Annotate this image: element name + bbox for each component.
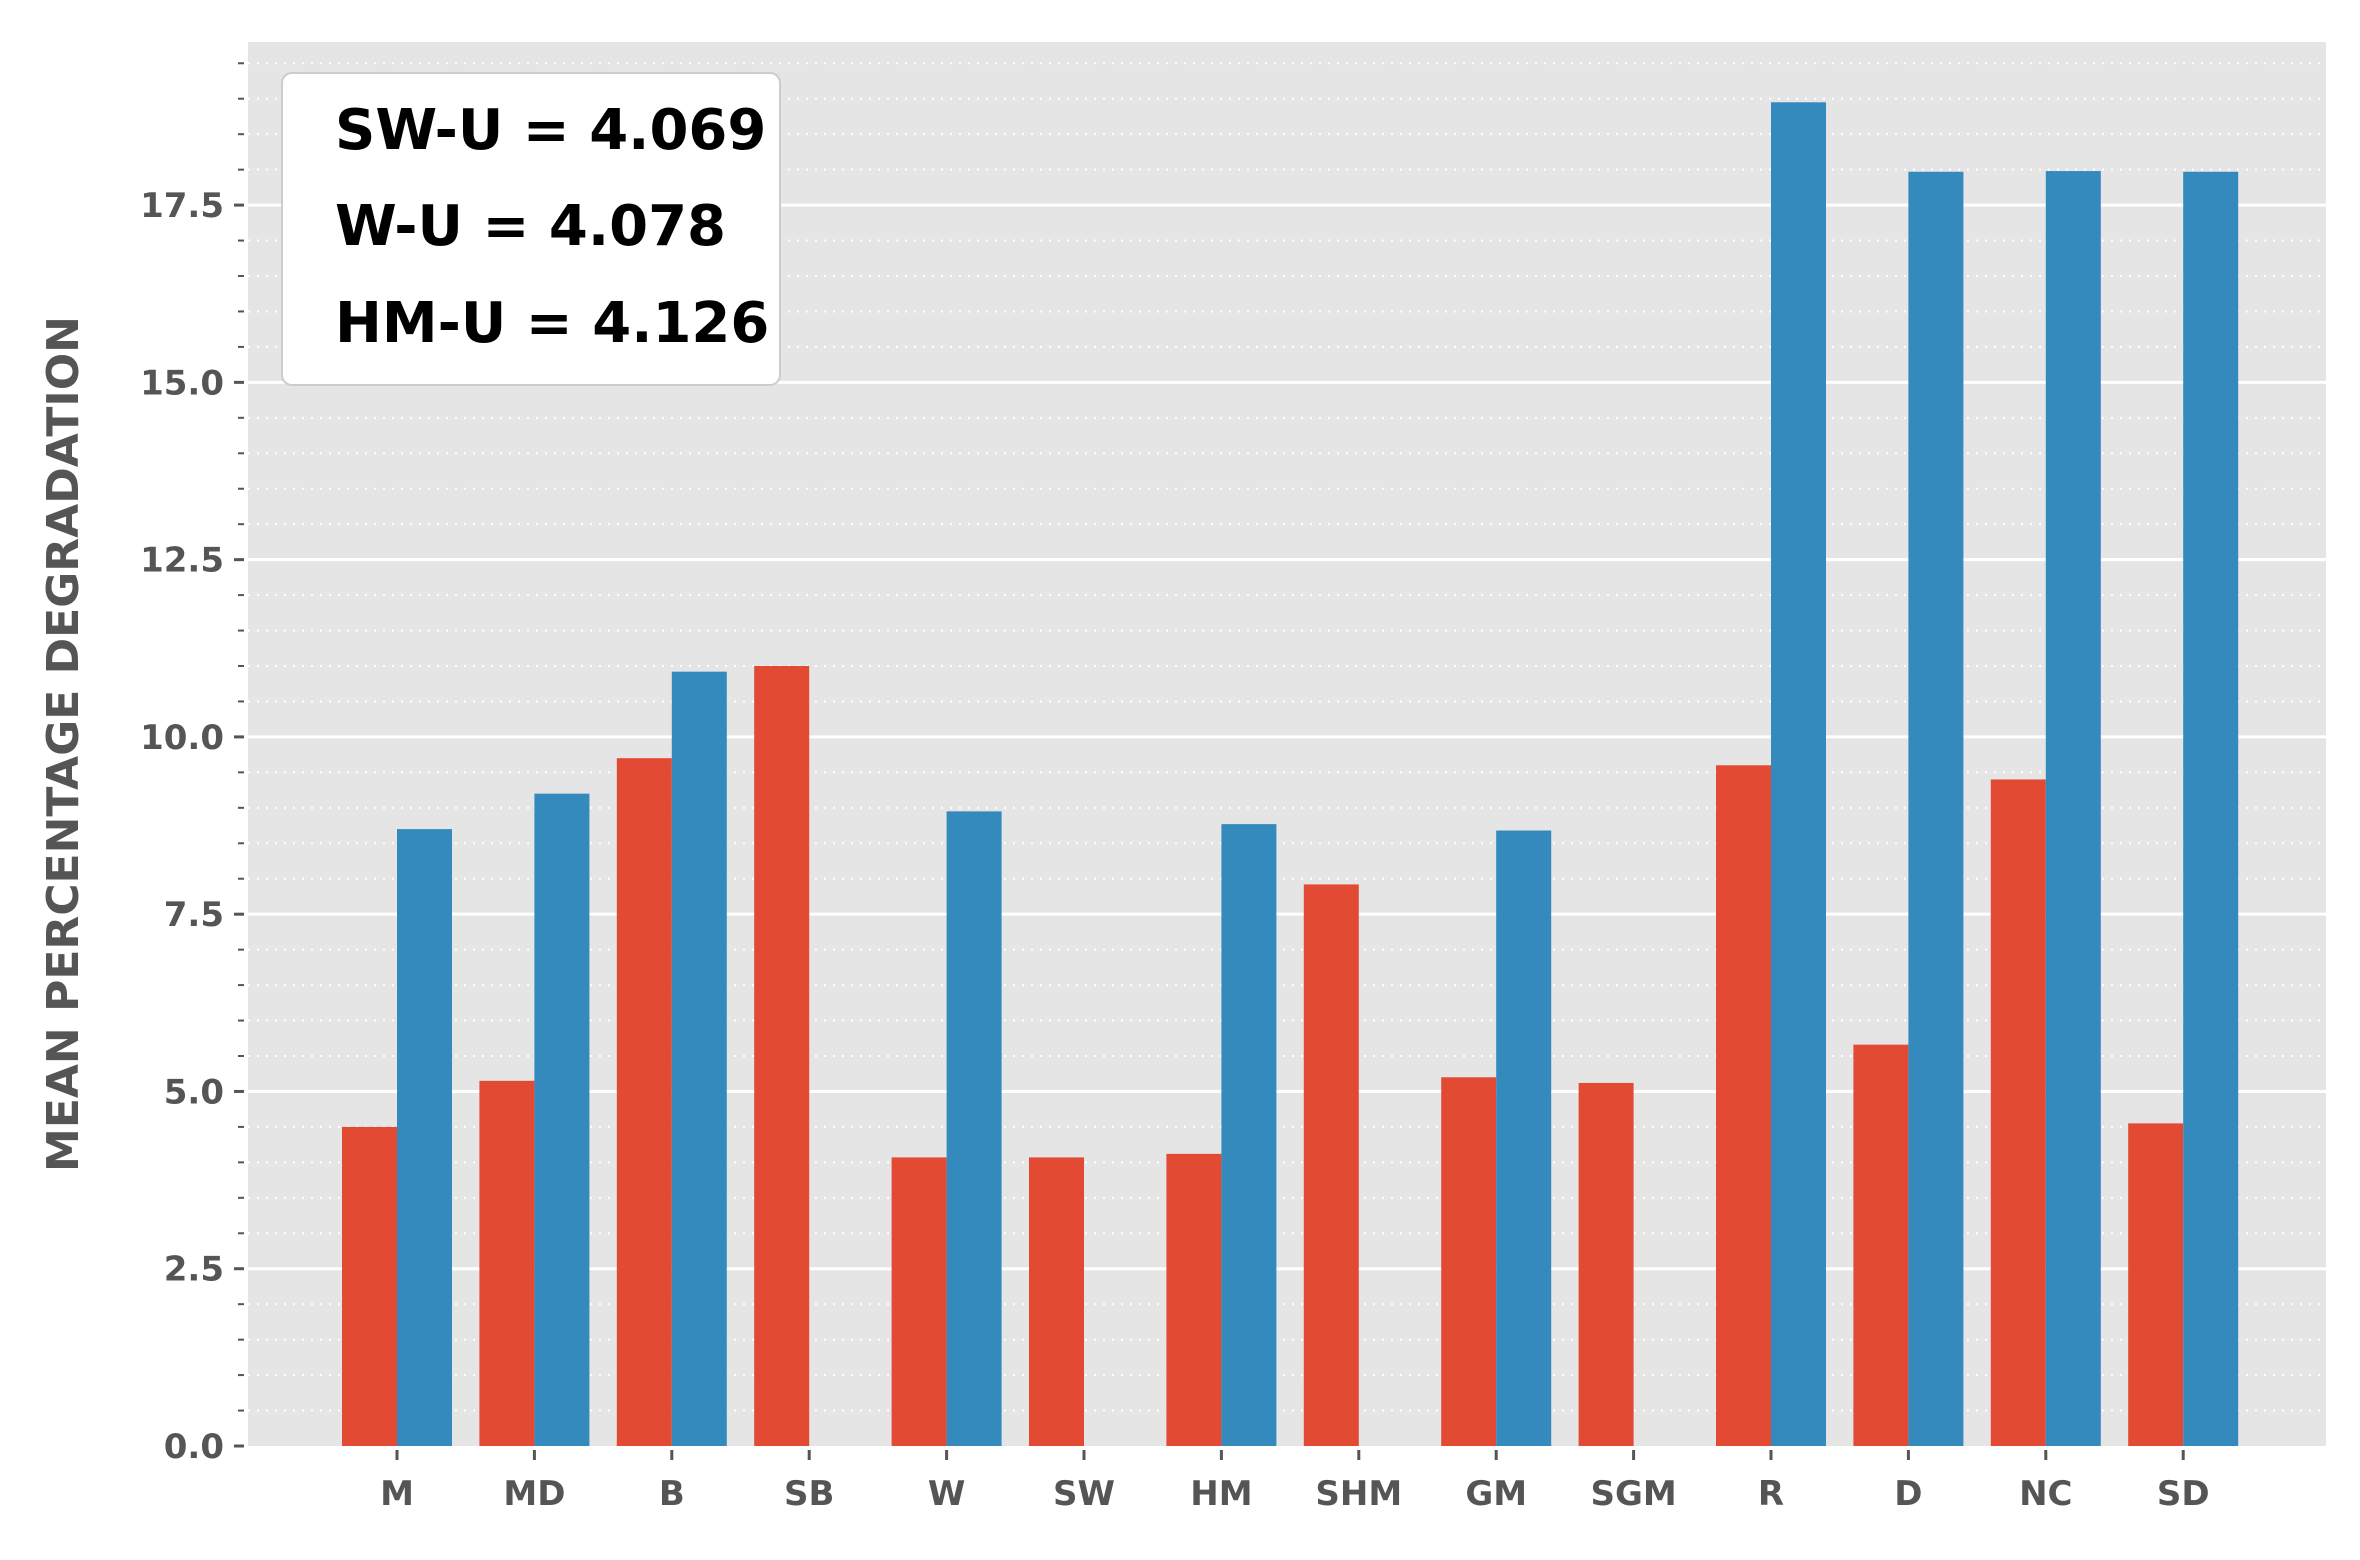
x-tick-label: HM <box>1190 1474 1252 1514</box>
bar-gm-series-2 <box>1496 830 1552 1446</box>
bar-sb-series-1 <box>754 666 810 1446</box>
bar-shm-series-1 <box>1303 884 1359 1446</box>
x-tick-label: SGM <box>1590 1474 1676 1514</box>
annotation-box: SW-U = 4.069 W-U = 4.078 HM-U = 4.126 <box>281 72 781 386</box>
annotation-line-2: W-U = 4.078 <box>335 194 726 259</box>
bar-gm-series-1 <box>1441 1077 1497 1446</box>
bar-d-series-2 <box>1908 171 1964 1446</box>
bar-sd-series-2 <box>2183 171 2239 1446</box>
bar-b-series-2 <box>671 671 727 1446</box>
x-tick-label: R <box>1758 1474 1784 1514</box>
bar-r-series-1 <box>1716 765 1771 1446</box>
bar-hm-series-2 <box>1221 824 1277 1446</box>
annotation-line-1: SW-U = 4.069 <box>335 98 766 163</box>
x-tick-label: SD <box>2157 1474 2210 1514</box>
x-tick-label: W <box>928 1474 966 1514</box>
y-tick-label: 10.0 <box>140 718 224 758</box>
bar-nc-series-1 <box>1990 779 2046 1446</box>
y-tick-label: 5.0 <box>164 1072 224 1112</box>
x-tick-label: B <box>659 1474 685 1514</box>
y-tick-label: 15.0 <box>140 363 224 403</box>
x-tick-label: SB <box>784 1474 834 1514</box>
bars <box>342 102 2239 1447</box>
annotation-box-frame <box>281 72 781 386</box>
x-tick-label: SW <box>1053 1474 1115 1514</box>
bar-md-series-2 <box>534 793 590 1446</box>
x-tick-label: SHM <box>1315 1474 1402 1514</box>
y-axis-label: MEAN PERCENTAGE DEGRADATION <box>38 316 89 1172</box>
bar-sgm-series-1 <box>1578 1082 1634 1446</box>
y-tick-label: 0.0 <box>164 1427 224 1467</box>
y-tick-label: 12.5 <box>140 541 224 581</box>
bar-r-series-2 <box>1771 102 1826 1447</box>
bar-m-series-1 <box>342 1126 397 1446</box>
x-axis: M MD B SB W SW HM SHM GM SGM R D NC SD <box>380 1450 2210 1514</box>
x-tick-label: MD <box>503 1474 565 1514</box>
bar-sd-series-1 <box>2128 1123 2184 1446</box>
bar-hm-series-1 <box>1166 1153 1222 1446</box>
bar-b-series-1 <box>616 758 672 1446</box>
x-tick-label: D <box>1894 1474 1922 1514</box>
annotation-line-3: HM-U = 4.126 <box>335 291 769 356</box>
x-tick-label: M <box>380 1474 414 1514</box>
major-gridlines <box>248 203 2326 1271</box>
bar-md-series-1 <box>479 1080 535 1446</box>
x-tick-label: GM <box>1465 1474 1527 1514</box>
bar-m-series-2 <box>397 829 452 1446</box>
bar-nc-series-2 <box>2045 171 2101 1446</box>
y-tick-label: 17.5 <box>140 186 224 226</box>
x-tick-label: NC <box>2019 1474 2072 1514</box>
bar-w-series-1 <box>891 1157 947 1446</box>
y-tick-label: 2.5 <box>164 1250 224 1290</box>
bar-sw-series-1 <box>1029 1157 1084 1446</box>
y-axis: 0.0 2.5 5.0 7.5 10.0 12.5 15.0 17.5 <box>140 62 244 1467</box>
bar-w-series-2 <box>946 811 1002 1446</box>
bar-d-series-1 <box>1853 1044 1909 1446</box>
y-tick-label: 7.5 <box>164 895 224 935</box>
